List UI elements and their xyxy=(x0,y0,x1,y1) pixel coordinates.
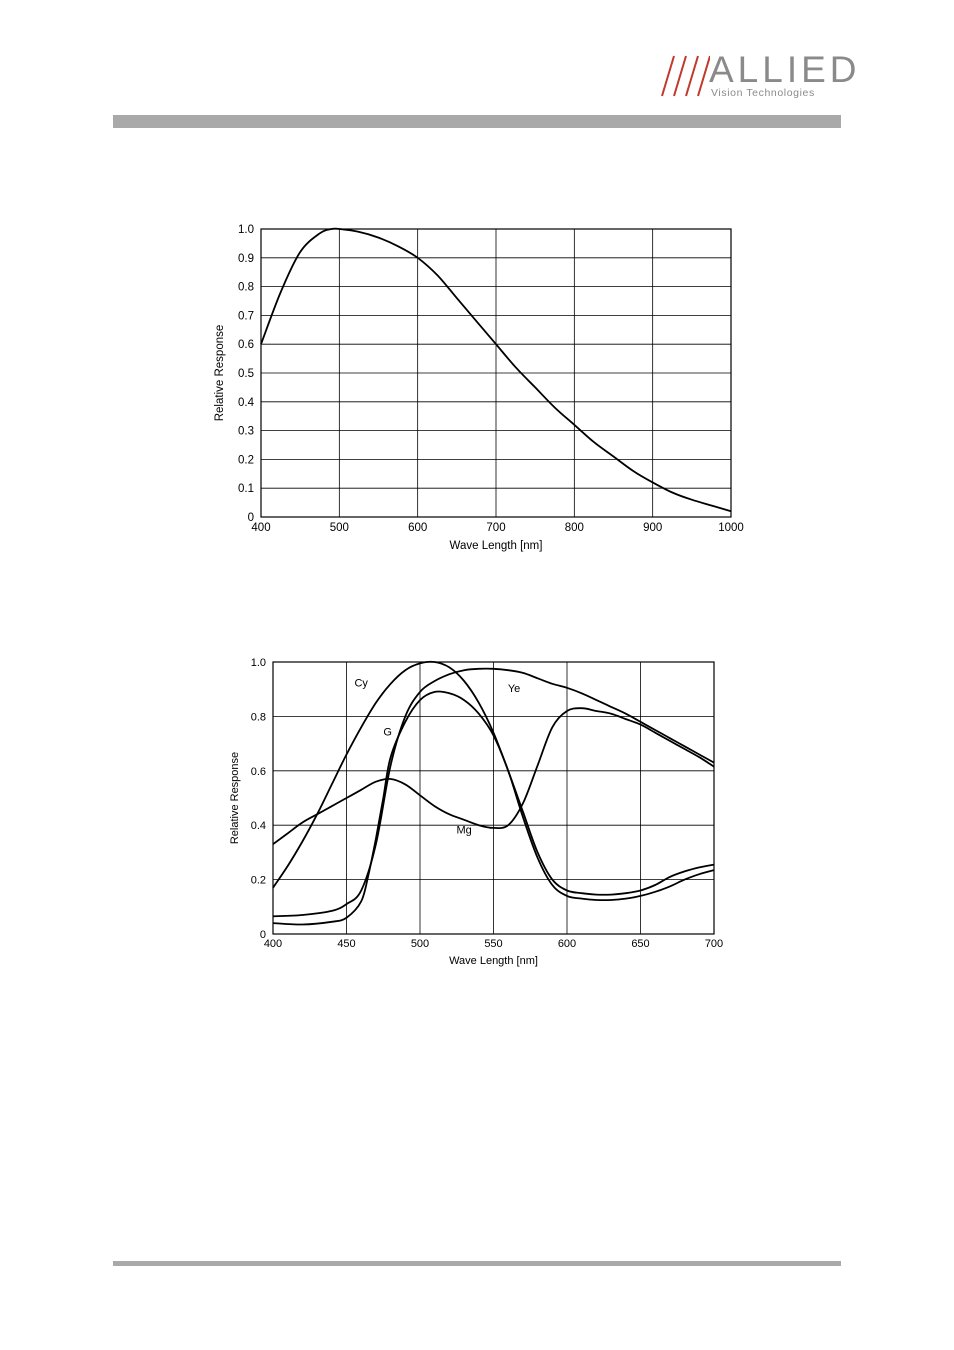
logo-subtitle: Vision Technologies xyxy=(711,87,815,99)
y-tick-label: 0.1 xyxy=(238,483,254,495)
y-tick-label: 0.3 xyxy=(238,426,254,438)
y-tick-label: 0.9 xyxy=(238,253,254,265)
logo-slashes-icon xyxy=(661,55,710,97)
x-tick-label: 500 xyxy=(411,938,429,950)
x-tick-label: 650 xyxy=(631,938,649,950)
x-tick-label: 1000 xyxy=(718,522,744,534)
y-tick-label: 0.8 xyxy=(238,282,254,294)
logo-word: ALLIED xyxy=(709,49,861,90)
series-label-g: G xyxy=(383,726,392,738)
x-axis-label: Wave Length [nm] xyxy=(449,955,538,967)
x-tick-label: 600 xyxy=(408,522,427,534)
series-label-mg: Mg xyxy=(456,824,471,836)
footer-rule xyxy=(113,1261,841,1266)
x-tick-label: 900 xyxy=(643,522,662,534)
series-line xyxy=(260,227,732,513)
y-tick-label: 0.5 xyxy=(238,368,254,380)
series-line-mg xyxy=(272,707,715,845)
x-tick-label: 600 xyxy=(558,938,576,950)
series-line-cy xyxy=(272,660,715,896)
y-tick-label: 0.2 xyxy=(251,875,266,887)
y-axis-label: Relative Response xyxy=(214,325,226,422)
company-logo: ALLIED Vision Technologies xyxy=(660,49,857,102)
y-tick-label: 0.4 xyxy=(238,397,255,409)
y-tick-label: 0.4 xyxy=(251,820,266,832)
y-tick-label: 0 xyxy=(260,929,266,941)
y-tick-label: 0.2 xyxy=(238,454,254,466)
y-tick-label: 0.8 xyxy=(251,711,266,723)
x-tick-label: 700 xyxy=(705,938,723,950)
y-tick-label: 1.0 xyxy=(238,224,254,236)
y-tick-label: 0.6 xyxy=(238,339,254,351)
mono-spectral-response-chart: 400 500 600 700 800 900 1000 0 0.1 0.2 0.3 0.4 0.5 0.… xyxy=(214,224,744,552)
x-tick-label: 400 xyxy=(264,938,282,950)
y-tick-label: 1.0 xyxy=(251,657,266,669)
x-tick-label: 800 xyxy=(565,522,584,534)
x-tick-label: 550 xyxy=(484,938,502,950)
color-spectral-response-chart: 400 450 500 550 600 650 700 0 0.2 0.4 0.6 0.8 1.0 Wav… xyxy=(229,657,723,967)
y-tick-label: 0.7 xyxy=(238,310,254,322)
series-label-cy: Cy xyxy=(354,677,368,689)
header-rule xyxy=(113,115,841,128)
series-line-g xyxy=(272,690,715,926)
x-tick-label: 500 xyxy=(330,522,349,534)
y-axis-label: Relative Response xyxy=(229,752,241,844)
x-tick-label: 400 xyxy=(251,522,270,534)
x-tick-label: 700 xyxy=(486,522,505,534)
series-label-ye: Ye xyxy=(508,683,520,695)
x-tick-label: 450 xyxy=(337,938,355,950)
y-tick-label: 0.6 xyxy=(251,766,266,778)
y-tick-label: 0 xyxy=(248,512,254,524)
x-axis-label: Wave Length [nm] xyxy=(450,540,543,552)
